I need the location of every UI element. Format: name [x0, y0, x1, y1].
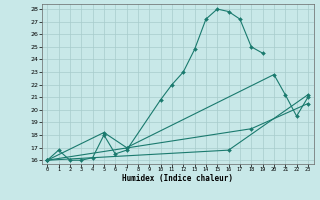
- X-axis label: Humidex (Indice chaleur): Humidex (Indice chaleur): [122, 174, 233, 183]
